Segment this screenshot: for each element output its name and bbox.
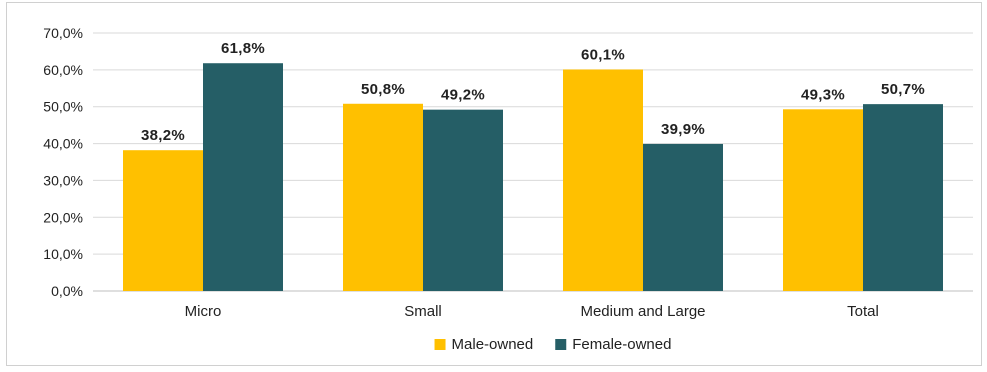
y-tick-label: 30,0% (43, 172, 83, 188)
data-label: 60,1% (581, 46, 625, 63)
y-tick-label: 40,0% (43, 136, 83, 152)
bar-female-owned (203, 63, 283, 292)
chart-frame: 0,0% 10,0% 20,0% 30,0% 40,0% 50,0% 60,0% 70,0% … (6, 2, 982, 366)
y-tick-label: 10,0% (43, 246, 83, 262)
bar-male-owned (343, 103, 423, 291)
legend-label: Male-owned (452, 336, 534, 353)
bar-male-owned (783, 109, 863, 292)
x-category-label: Small (404, 303, 442, 320)
legend-swatch (434, 339, 446, 350)
y-tick-label: 50,0% (43, 99, 83, 115)
legend-item: Female-owned (555, 336, 671, 353)
bars (123, 63, 943, 292)
legend-item: Male-owned (434, 336, 534, 353)
data-label: 50,7% (881, 81, 925, 98)
legend: Male-owned Female-owned (434, 336, 671, 353)
bar-female-owned (863, 104, 943, 292)
y-axis: 0,0% 10,0% 20,0% 30,0% 40,0% 50,0% 60,0% 70,0% (43, 25, 83, 299)
bar-male-owned (563, 69, 643, 291)
y-tick-label: 60,0% (43, 62, 83, 78)
data-label: 50,8% (361, 81, 405, 98)
data-label: 61,8% (221, 40, 265, 57)
data-labels: 38,2% 61,8% 50,8% 49,2% 60,1% 39,9% 49,3% 50,7% (141, 40, 925, 144)
data-label: 49,3% (801, 86, 845, 103)
data-label: 39,9% (661, 121, 705, 138)
x-category-label: Total (847, 303, 879, 320)
bar-female-owned (643, 143, 723, 291)
data-label: 38,2% (141, 127, 185, 144)
bar-female-owned (423, 109, 503, 291)
x-category-label: Micro (185, 303, 222, 320)
y-tick-label: 0,0% (51, 283, 83, 299)
legend-swatch (555, 339, 567, 350)
x-axis: Micro Small Medium and Large Total (185, 303, 879, 320)
bar-male-owned (123, 150, 203, 291)
y-tick-label: 70,0% (43, 25, 83, 41)
legend-label: Female-owned (572, 336, 671, 353)
y-tick-label: 20,0% (43, 209, 83, 225)
bar-chart: 0,0%10,0%20,0%30,0%40,0%50,0%60,0%70,0% … (43, 25, 973, 353)
x-category-label: Medium and Large (580, 303, 705, 320)
data-label: 49,2% (441, 87, 485, 104)
